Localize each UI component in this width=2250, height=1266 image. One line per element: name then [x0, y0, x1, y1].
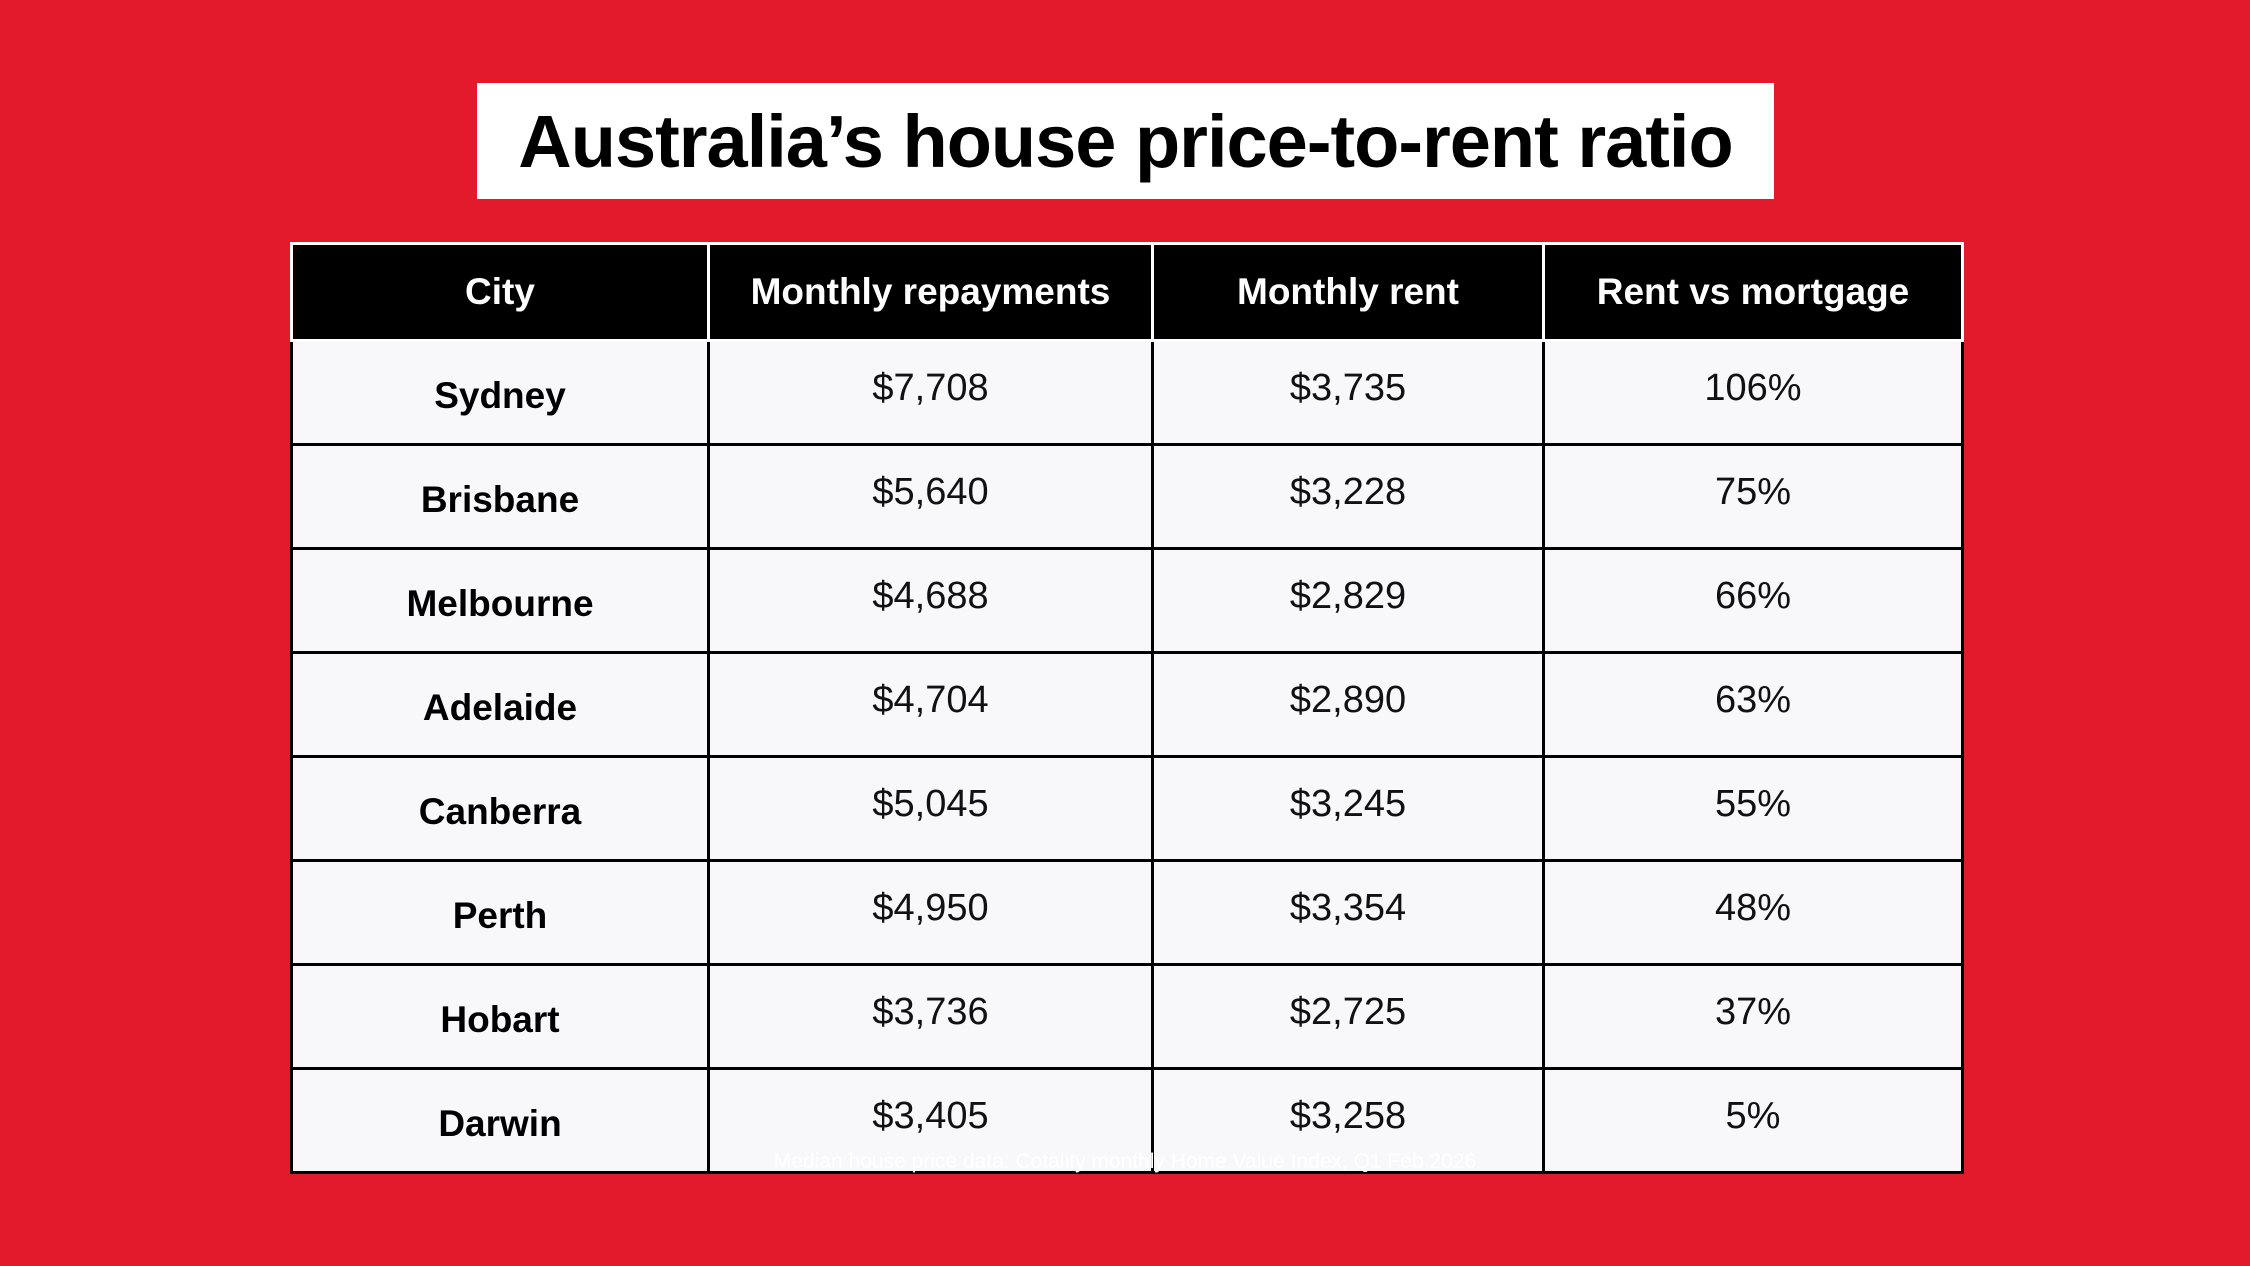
repayments-cell: $3,405: [707, 1067, 1154, 1174]
ratio-cell: 66%: [1542, 547, 1964, 654]
table-row: Melbourne $4,688 $2,829 66%: [290, 547, 1964, 654]
city-cell: Brisbane: [290, 443, 710, 550]
repayments-cell: $5,045: [707, 755, 1154, 862]
column-header-rent: Monthly rent: [1151, 242, 1545, 342]
table-body: Sydney $7,708 $3,735 106% Brisbane $5,640 $3,2…: [290, 339, 1964, 1174]
rent-cell: $2,829: [1151, 547, 1545, 654]
price-rent-table: City Monthly repayments Monthly rent Ren…: [290, 242, 1964, 1174]
table-row: Darwin $3,405 $3,258 5%: [290, 1067, 1964, 1174]
ratio-cell: 5%: [1542, 1067, 1964, 1174]
rent-cell: $2,890: [1151, 651, 1545, 758]
ratio-cell: 55%: [1542, 755, 1964, 862]
rent-cell: $3,228: [1151, 443, 1545, 550]
table-row: Hobart $3,736 $2,725 37%: [290, 963, 1964, 1070]
rent-cell: $2,725: [1151, 963, 1545, 1070]
city-cell: Adelaide: [290, 651, 710, 758]
table-row: Adelaide $4,704 $2,890 63%: [290, 651, 1964, 758]
title-box: Australia’s house price-to-rent ratio: [477, 83, 1774, 199]
city-cell: Perth: [290, 859, 710, 966]
column-header-repayments: Monthly repayments: [707, 242, 1154, 342]
ratio-cell: 63%: [1542, 651, 1964, 758]
rent-cell: $3,258: [1151, 1067, 1545, 1174]
city-cell: Hobart: [290, 963, 710, 1070]
repayments-cell: $4,704: [707, 651, 1154, 758]
repayments-cell: $5,640: [707, 443, 1154, 550]
table-row: Canberra $5,045 $3,245 55%: [290, 755, 1964, 862]
table-row: Perth $4,950 $3,354 48%: [290, 859, 1964, 966]
rent-cell: $3,245: [1151, 755, 1545, 862]
table-header-row: City Monthly repayments Monthly rent Ren…: [290, 242, 1964, 342]
column-header-ratio: Rent vs mortgage: [1542, 242, 1964, 342]
column-header-city: City: [290, 242, 710, 342]
city-cell: Darwin: [290, 1067, 710, 1174]
rent-cell: $3,735: [1151, 339, 1545, 446]
rent-cell: $3,354: [1151, 859, 1545, 966]
page-title: Australia’s house price-to-rent ratio: [518, 99, 1733, 183]
repayments-cell: $4,950: [707, 859, 1154, 966]
source-footnote: Median house price data: Cotality monthl…: [773, 1150, 1477, 1173]
city-cell: Sydney: [290, 339, 710, 446]
ratio-cell: 106%: [1542, 339, 1964, 446]
repayments-cell: $3,736: [707, 963, 1154, 1070]
ratio-cell: 37%: [1542, 963, 1964, 1070]
city-cell: Melbourne: [290, 547, 710, 654]
repayments-cell: $7,708: [707, 339, 1154, 446]
table-row: Sydney $7,708 $3,735 106%: [290, 339, 1964, 446]
table-row: Brisbane $5,640 $3,228 75%: [290, 443, 1964, 550]
ratio-cell: 48%: [1542, 859, 1964, 966]
repayments-cell: $4,688: [707, 547, 1154, 654]
city-cell: Canberra: [290, 755, 710, 862]
ratio-cell: 75%: [1542, 443, 1964, 550]
